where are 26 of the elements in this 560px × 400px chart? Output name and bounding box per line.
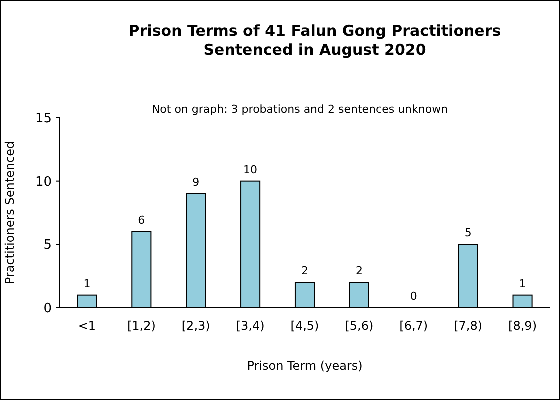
y-axis-title: Practitioners Sentenced — [3, 141, 17, 285]
x-tick-label: [6,7) — [400, 319, 428, 333]
data-label: 1 — [519, 277, 526, 290]
data-label: 2 — [356, 264, 363, 278]
data-label: 9 — [192, 176, 200, 189]
x-tick-label: [3,4) — [236, 319, 265, 333]
y-tick-label: 15 — [35, 112, 52, 127]
data-label: 1 — [84, 277, 91, 290]
y-tick-label: 5 — [44, 238, 52, 254]
y-tick-label: 0 — [44, 302, 52, 317]
text: Not on graph: 3 probations and 2 sentences unknown — [152, 103, 448, 116]
x-tick-label: [1,2) — [127, 319, 156, 333]
x-tick-label: [4,5) — [290, 319, 320, 333]
x-tick-label: <1 — [78, 319, 96, 333]
data-label: 5 — [464, 226, 472, 240]
x-axis-title: Prison Term (years) — [247, 359, 363, 373]
x-tick-label: [2,3) — [182, 319, 210, 333]
x-tick-label: [5,6) — [345, 319, 374, 333]
x-tick-label: [7,8) — [454, 319, 483, 333]
y-tick-label: 10 — [35, 174, 52, 190]
x-tick-label: [8,9) — [508, 319, 538, 333]
data-label: 10 — [244, 163, 258, 176]
data-label: 6 — [138, 214, 146, 227]
chart-title: Prison Terms of 41 Falun Gong Practitioners Sentenced in August 2020 — [128, 22, 502, 59]
data-label: 2 — [302, 264, 308, 278]
data-label: 0 — [410, 290, 418, 303]
